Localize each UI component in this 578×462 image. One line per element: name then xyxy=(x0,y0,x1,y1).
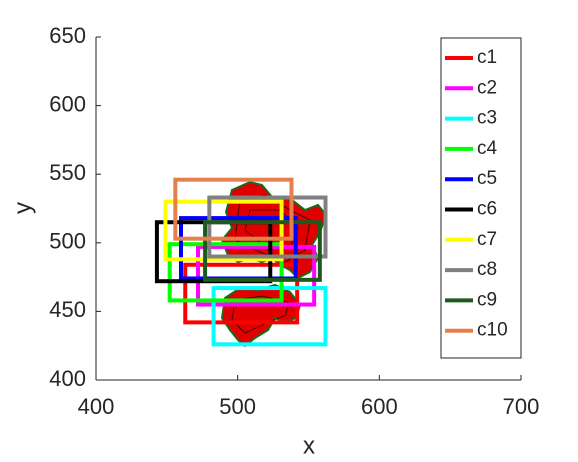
y-axis-label: y xyxy=(9,202,36,214)
x-tick-label: 400 xyxy=(78,394,115,419)
plot-area xyxy=(154,177,328,347)
y-tick-label: 400 xyxy=(49,366,86,391)
x-axis-label: x xyxy=(303,432,315,459)
legend-label: c6 xyxy=(477,199,497,220)
y-tick-label: 600 xyxy=(49,91,86,116)
legend-label: c4 xyxy=(477,138,498,159)
legend-label: c1 xyxy=(477,47,497,68)
box xyxy=(173,177,294,241)
y-tick-label: 550 xyxy=(49,160,86,185)
box xyxy=(196,244,317,307)
y-tick-label: 650 xyxy=(49,23,86,48)
x-tick-label: 500 xyxy=(219,394,256,419)
box xyxy=(167,242,284,303)
box xyxy=(203,220,322,282)
y-tick-label: 500 xyxy=(49,229,86,254)
legend-label: c10 xyxy=(477,320,508,341)
legend-label: c8 xyxy=(477,259,497,280)
box xyxy=(211,286,328,347)
legend-label: c5 xyxy=(477,168,497,189)
legend-label: c7 xyxy=(477,229,497,250)
legend-label: c3 xyxy=(477,108,497,129)
box xyxy=(183,262,300,325)
box xyxy=(163,199,284,262)
x-tick-label: 600 xyxy=(361,394,398,419)
legend-box xyxy=(440,37,522,359)
box xyxy=(207,195,328,259)
x-tick-label: 700 xyxy=(503,394,540,419)
y-tick-label: 450 xyxy=(49,297,86,322)
legend-label: c2 xyxy=(477,77,497,98)
legend-label: c9 xyxy=(477,289,497,310)
